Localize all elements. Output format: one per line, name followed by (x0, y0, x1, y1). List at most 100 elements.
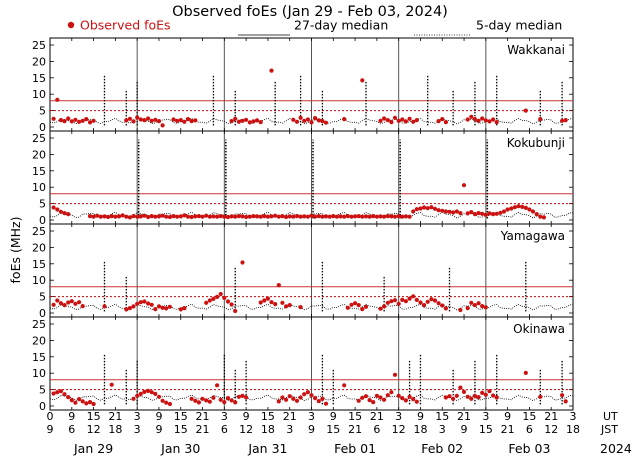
observed-point (113, 214, 118, 219)
observed-point (189, 214, 194, 220)
observed-point (131, 119, 136, 124)
observed-point (353, 214, 358, 219)
observed-point (164, 400, 169, 405)
observed-point (360, 78, 365, 83)
panel-okinawa: 0 5 10 15 20 25 Okinawa (32, 316, 574, 413)
observed-point (160, 305, 165, 310)
observed-point (338, 214, 343, 219)
observed-point (538, 214, 543, 219)
observed-point (146, 214, 151, 220)
observed-point (385, 118, 390, 123)
x-tick-label-jst: 15 (479, 423, 493, 436)
x-tick-label-ut: 21 (370, 410, 384, 423)
observed-point (443, 306, 448, 311)
observed-point (193, 398, 198, 403)
observed-point (284, 397, 289, 402)
observed-point (560, 118, 565, 123)
observed-point (294, 214, 300, 219)
observed-point (389, 299, 394, 304)
observed-point (66, 116, 71, 121)
legend-observed-label: Observed foEs (80, 18, 171, 33)
observed-point (62, 119, 67, 124)
observed-point (418, 300, 423, 305)
observed-point (429, 297, 434, 302)
observed-point (164, 214, 169, 219)
observed-point (127, 306, 132, 311)
observed-point (233, 214, 238, 219)
day-label: Jan 29 (73, 441, 113, 456)
observed-point (233, 308, 238, 314)
day-label: Feb 01 (334, 441, 376, 456)
x-tick-label-jst: 21 (348, 423, 362, 436)
observed-point (407, 116, 412, 121)
observed-point (291, 396, 296, 401)
observed-point (447, 209, 452, 214)
year-label: 2024 (600, 441, 632, 456)
observed-point (396, 118, 401, 123)
x-tick-label-jst: 12 (87, 423, 101, 436)
observed-point (323, 120, 329, 125)
observed-point (254, 214, 260, 219)
observed-point (258, 214, 263, 219)
y-tick-label: 25 (32, 132, 46, 145)
x-tick-label-jst: 9 (47, 423, 54, 436)
observed-point (233, 400, 238, 405)
x-tick-label-ut: 21 (196, 410, 210, 423)
observed-point (298, 305, 303, 310)
observed-point (480, 304, 485, 309)
observed-point (91, 214, 96, 219)
observed-point (196, 400, 201, 405)
observed-point (469, 210, 474, 215)
observed-point (156, 394, 162, 399)
observed-point (280, 300, 285, 305)
observed-point (414, 118, 419, 123)
observed-point (443, 209, 448, 214)
observed-point (309, 120, 314, 125)
y-tick-label: 5 (39, 198, 46, 211)
x-tick-label-ut: 3 (221, 410, 228, 423)
observed-point (447, 394, 452, 399)
observed-point (498, 210, 503, 215)
x-tick-label-ut: 15 (348, 410, 362, 423)
x-tick-label-ut: 15 (174, 410, 188, 423)
x-tick-label-jst: 9 (155, 423, 162, 436)
observed-point (476, 118, 481, 123)
observed-point (265, 214, 270, 219)
y-tick-label: 20 (32, 241, 46, 254)
observed-point (153, 307, 158, 312)
observed-point (98, 214, 103, 219)
observed-point (302, 214, 307, 219)
legend-27day-label: 27-day median (294, 18, 388, 33)
observed-point (131, 396, 136, 401)
observed-point (251, 119, 256, 124)
observed-point (487, 119, 492, 124)
x-tick-label-ut: 9 (155, 410, 162, 423)
observed-point (411, 209, 416, 214)
observed-point (440, 117, 445, 122)
x-tick-label-jst: 12 (544, 423, 558, 436)
observed-point (483, 212, 488, 217)
observed-point (483, 392, 488, 397)
x-axis: 0996151221183399151521213691215182133991… (47, 410, 632, 456)
observed-point (142, 118, 147, 123)
observed-point (167, 214, 172, 220)
observed-point (182, 213, 187, 218)
observed-point (465, 211, 470, 216)
observed-point (222, 214, 227, 219)
observed-point (487, 389, 492, 394)
observed-point (51, 116, 56, 121)
observed-point (236, 394, 241, 399)
observed-point (215, 214, 220, 219)
observed-point (55, 97, 60, 102)
x-tick-label-jst: 18 (261, 423, 275, 436)
observed-point (66, 300, 71, 305)
y-tick-label: 20 (32, 55, 46, 68)
observed-point (443, 395, 448, 400)
observed-point (135, 393, 140, 398)
observed-point (80, 399, 85, 404)
observed-point (512, 205, 518, 210)
observed-point (254, 118, 260, 123)
observed-point (530, 209, 536, 214)
x-tick-label-jst: 18 (566, 423, 580, 436)
observed-point (320, 396, 325, 401)
